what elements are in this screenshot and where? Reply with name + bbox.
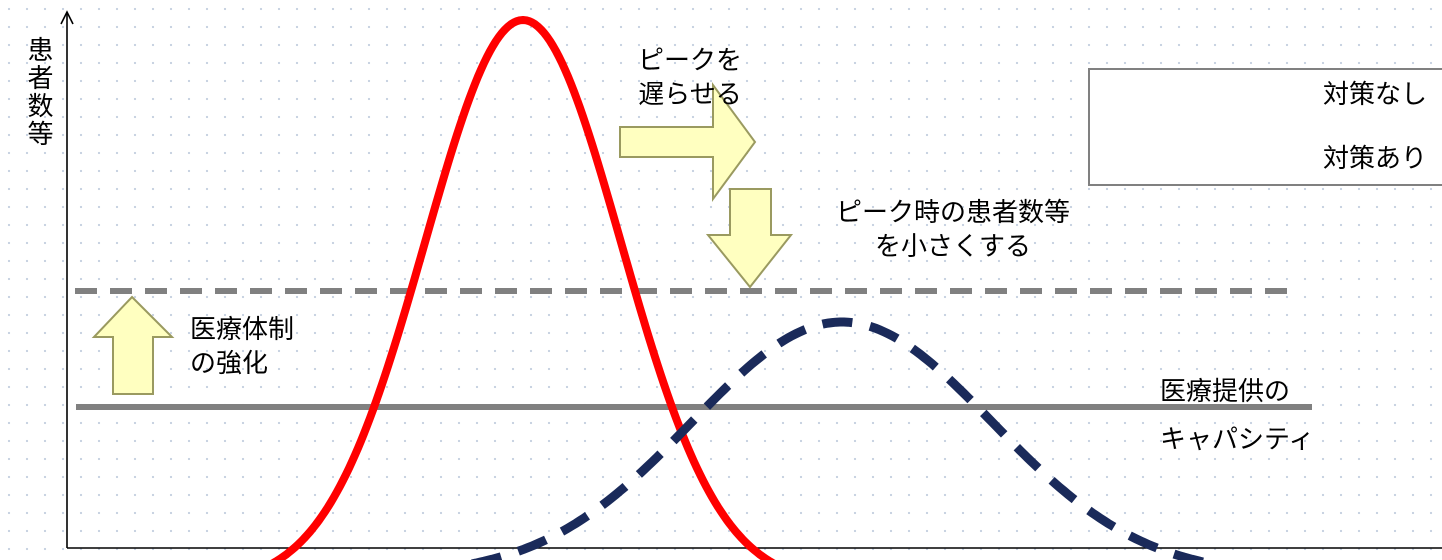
delay-peak-label: ピークを 遅らせる <box>630 44 750 112</box>
reduce-peak-label-line1: ピーク時の患者数等 <box>835 198 1070 228</box>
strengthen-care-arrow <box>91 295 175 395</box>
delay-peak-label-line2: 遅らせる <box>638 80 742 110</box>
legend-no-measures-label: 対策なし <box>1323 80 1428 110</box>
legend <box>1088 68 1442 186</box>
strengthen-care-label-line2: の強化 <box>190 349 269 379</box>
y-axis-label: 患者数等 <box>23 36 53 148</box>
reduce-peak-arrow <box>705 188 794 289</box>
delay-peak-arrow <box>619 81 757 203</box>
strengthen-care-label-line1: 医療体制 <box>190 315 295 345</box>
y-axis-arrowhead <box>60 10 74 25</box>
reduce-peak-label: ピーク時の患者数等 を小さくする <box>810 196 1096 264</box>
delay-peak-label-line1: ピークを <box>637 46 742 76</box>
with-measures-curve <box>471 317 1216 560</box>
no-measures-curve <box>270 16 776 560</box>
capacity-label: 医療提供の キャパシティ <box>1160 368 1314 464</box>
capacity-label-line2: キャパシティ <box>1160 425 1315 455</box>
capacity-label-line1: 医療提供の <box>1160 377 1291 407</box>
legend-with-measures-label: 対策あり <box>1323 144 1428 174</box>
reduce-peak-label-line2: を小さくする <box>874 232 1031 262</box>
strengthen-care-label: 医療体制 の強化 <box>190 313 294 381</box>
